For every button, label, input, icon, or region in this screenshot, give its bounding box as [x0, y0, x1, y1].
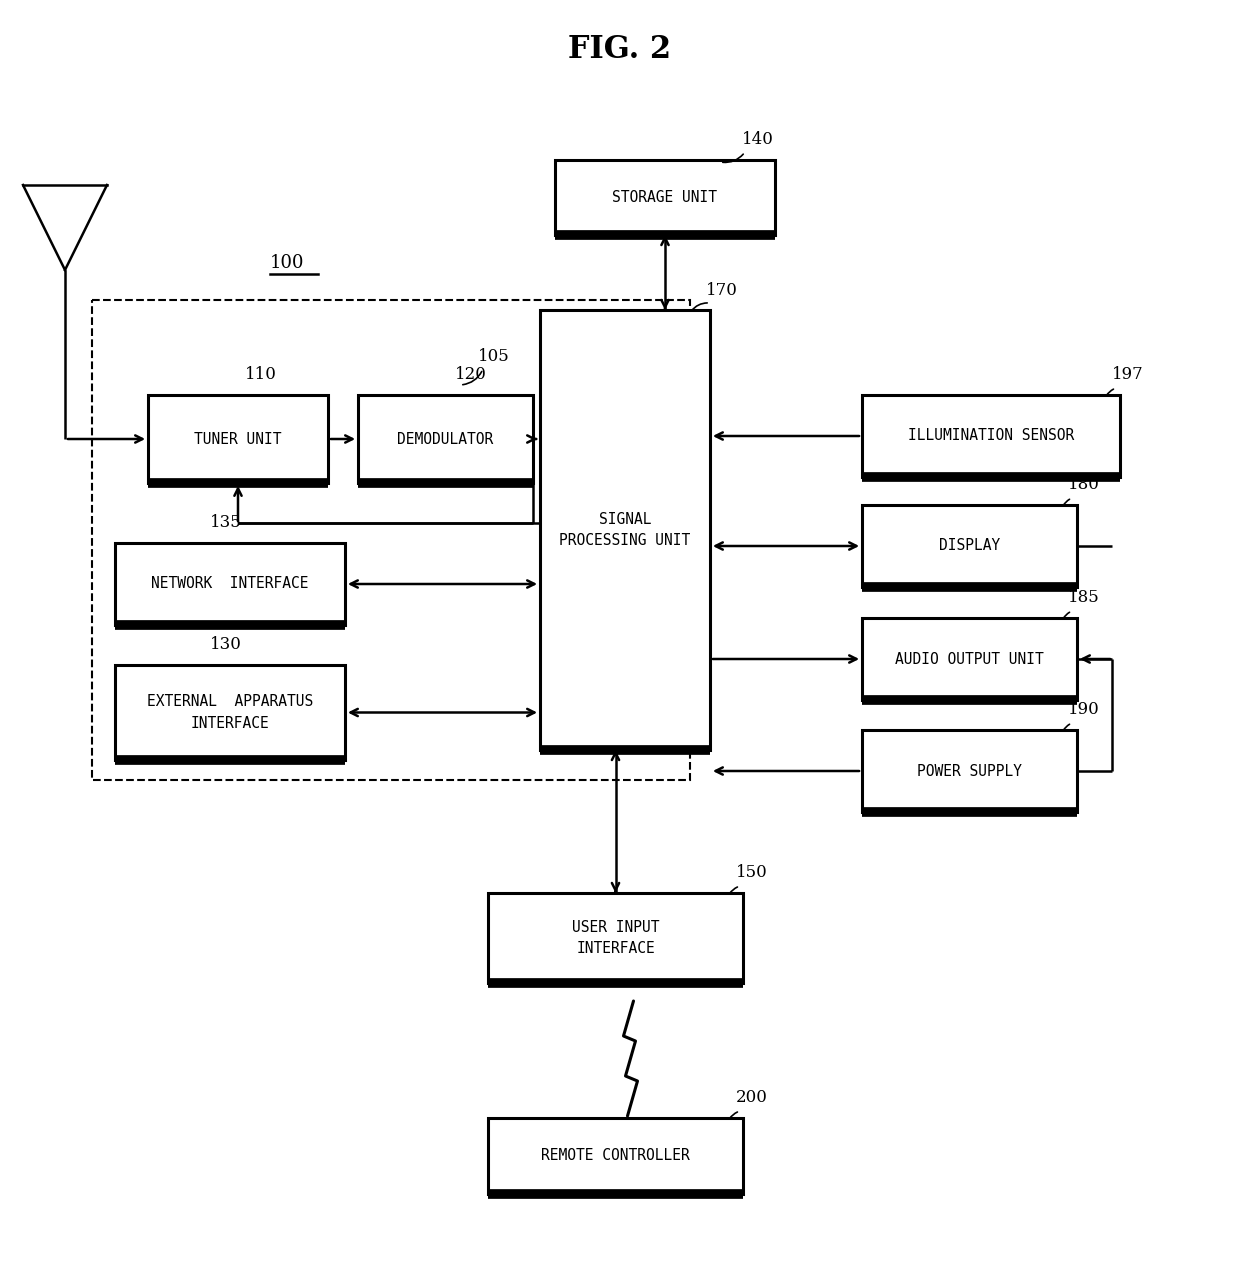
Bar: [148, 395, 329, 483]
Text: 110: 110: [246, 366, 277, 382]
Bar: [556, 160, 775, 235]
Text: REMOTE CONTROLLER: REMOTE CONTROLLER: [541, 1148, 689, 1164]
Bar: [862, 729, 1078, 811]
Text: 180: 180: [1068, 476, 1100, 493]
Text: 190: 190: [1068, 700, 1100, 718]
Text: SIGNAL
PROCESSING UNIT: SIGNAL PROCESSING UNIT: [559, 512, 691, 548]
Bar: [539, 310, 711, 750]
Text: 185: 185: [1068, 589, 1100, 606]
Text: 150: 150: [737, 864, 768, 881]
Bar: [115, 543, 345, 625]
Text: AUDIO OUTPUT UNIT: AUDIO OUTPUT UNIT: [895, 651, 1044, 666]
Text: 200: 200: [737, 1089, 768, 1106]
Text: DISPLAY: DISPLAY: [939, 539, 1001, 554]
Text: 105: 105: [477, 348, 510, 365]
Text: 135: 135: [210, 514, 242, 531]
Text: ILLUMINATION SENSOR: ILLUMINATION SENSOR: [908, 429, 1074, 443]
Text: 197: 197: [1112, 366, 1143, 382]
Bar: [489, 1118, 743, 1194]
Text: USER INPUT
INTERFACE: USER INPUT INTERFACE: [572, 920, 660, 957]
Text: 140: 140: [742, 131, 774, 148]
Text: FIG. 2: FIG. 2: [568, 34, 672, 66]
Text: EXTERNAL  APPARATUS
INTERFACE: EXTERNAL APPARATUS INTERFACE: [146, 694, 314, 731]
Bar: [489, 893, 743, 983]
Text: TUNER UNIT: TUNER UNIT: [195, 432, 281, 447]
Text: NETWORK  INTERFACE: NETWORK INTERFACE: [151, 577, 309, 592]
Bar: [358, 395, 533, 483]
Bar: [92, 300, 689, 780]
Bar: [862, 505, 1078, 587]
Text: POWER SUPPLY: POWER SUPPLY: [918, 764, 1022, 779]
Text: 120: 120: [455, 366, 487, 382]
Text: 100: 100: [270, 254, 305, 273]
Text: DEMODULATOR: DEMODULATOR: [397, 432, 494, 447]
Text: 130: 130: [210, 636, 242, 652]
Text: STORAGE UNIT: STORAGE UNIT: [613, 191, 718, 204]
Bar: [862, 618, 1078, 700]
Bar: [862, 395, 1120, 477]
Bar: [115, 665, 345, 760]
Text: 170: 170: [706, 281, 738, 299]
